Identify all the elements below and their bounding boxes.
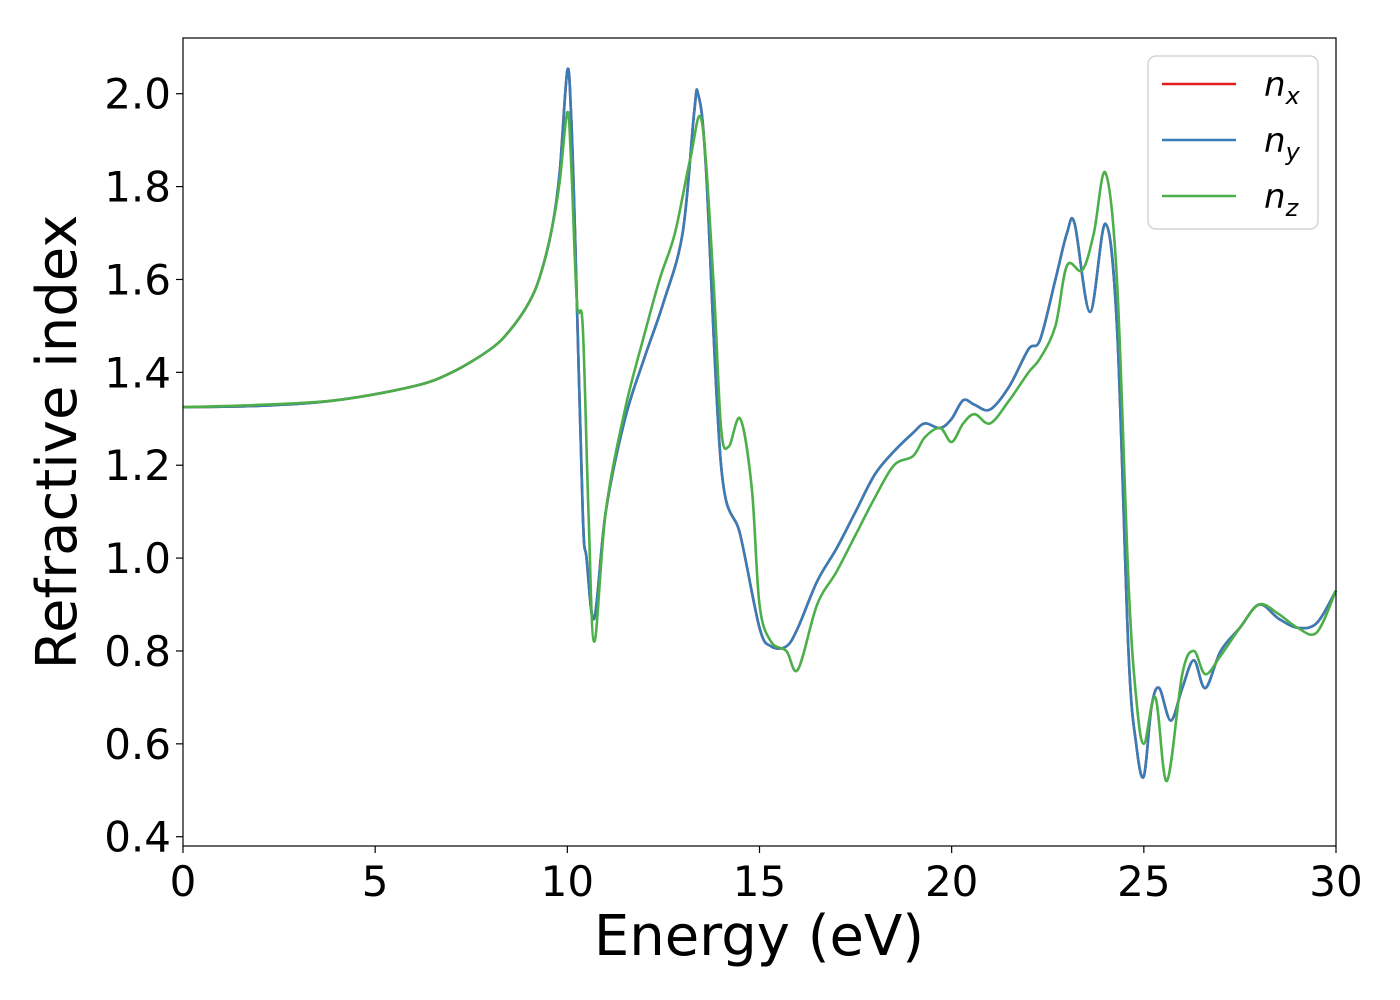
- y-tick-label: 0.4: [104, 813, 171, 862]
- legend-label-subscript: y: [1285, 138, 1301, 166]
- y-tick-label: 1.0: [104, 534, 171, 583]
- y-tick-label: 0.6: [104, 720, 171, 769]
- x-tick-label: 25: [1117, 857, 1170, 906]
- legend-label-base: n: [1264, 121, 1286, 161]
- x-tick-label: 10: [541, 857, 594, 906]
- y-tick-label: 1.2: [104, 441, 171, 490]
- y-tick-label: 2.0: [104, 70, 171, 119]
- legend-label-y: ny: [1264, 121, 1301, 166]
- legend-label-subscript: z: [1285, 194, 1300, 222]
- x-axis-title: Energy (eV): [594, 904, 924, 969]
- y-tick-label: 0.8: [104, 627, 171, 676]
- x-axis-ticks: 0 5 10 15 20 25 30: [170, 846, 1363, 906]
- x-tick-label: 30: [1309, 857, 1362, 906]
- y-tick-label: 1.8: [104, 163, 171, 212]
- y-axis-title: Refractive index: [25, 215, 90, 670]
- series-layer: [182, 67, 1338, 783]
- series-line-z: [182, 110, 1338, 783]
- x-tick-label: 20: [925, 857, 978, 906]
- x-tick-label: 5: [362, 857, 389, 906]
- legend-label-z: nz: [1264, 177, 1300, 222]
- legend-label-base: n: [1264, 177, 1286, 217]
- y-tick-label: 1.6: [104, 255, 171, 304]
- x-tick-label: 0: [170, 857, 197, 906]
- legend-label-base: n: [1264, 65, 1286, 105]
- legend-label-subscript: x: [1285, 82, 1301, 110]
- y-axis-ticks: 0.4 0.6 0.8 1.0 1.2 1.4 1.6 1.8 2.0: [104, 70, 183, 862]
- x-tick-label: 15: [733, 857, 786, 906]
- legend-label-x: nx: [1264, 65, 1301, 110]
- legend-box: [1147, 55, 1319, 230]
- y-tick-label: 1.4: [104, 348, 171, 397]
